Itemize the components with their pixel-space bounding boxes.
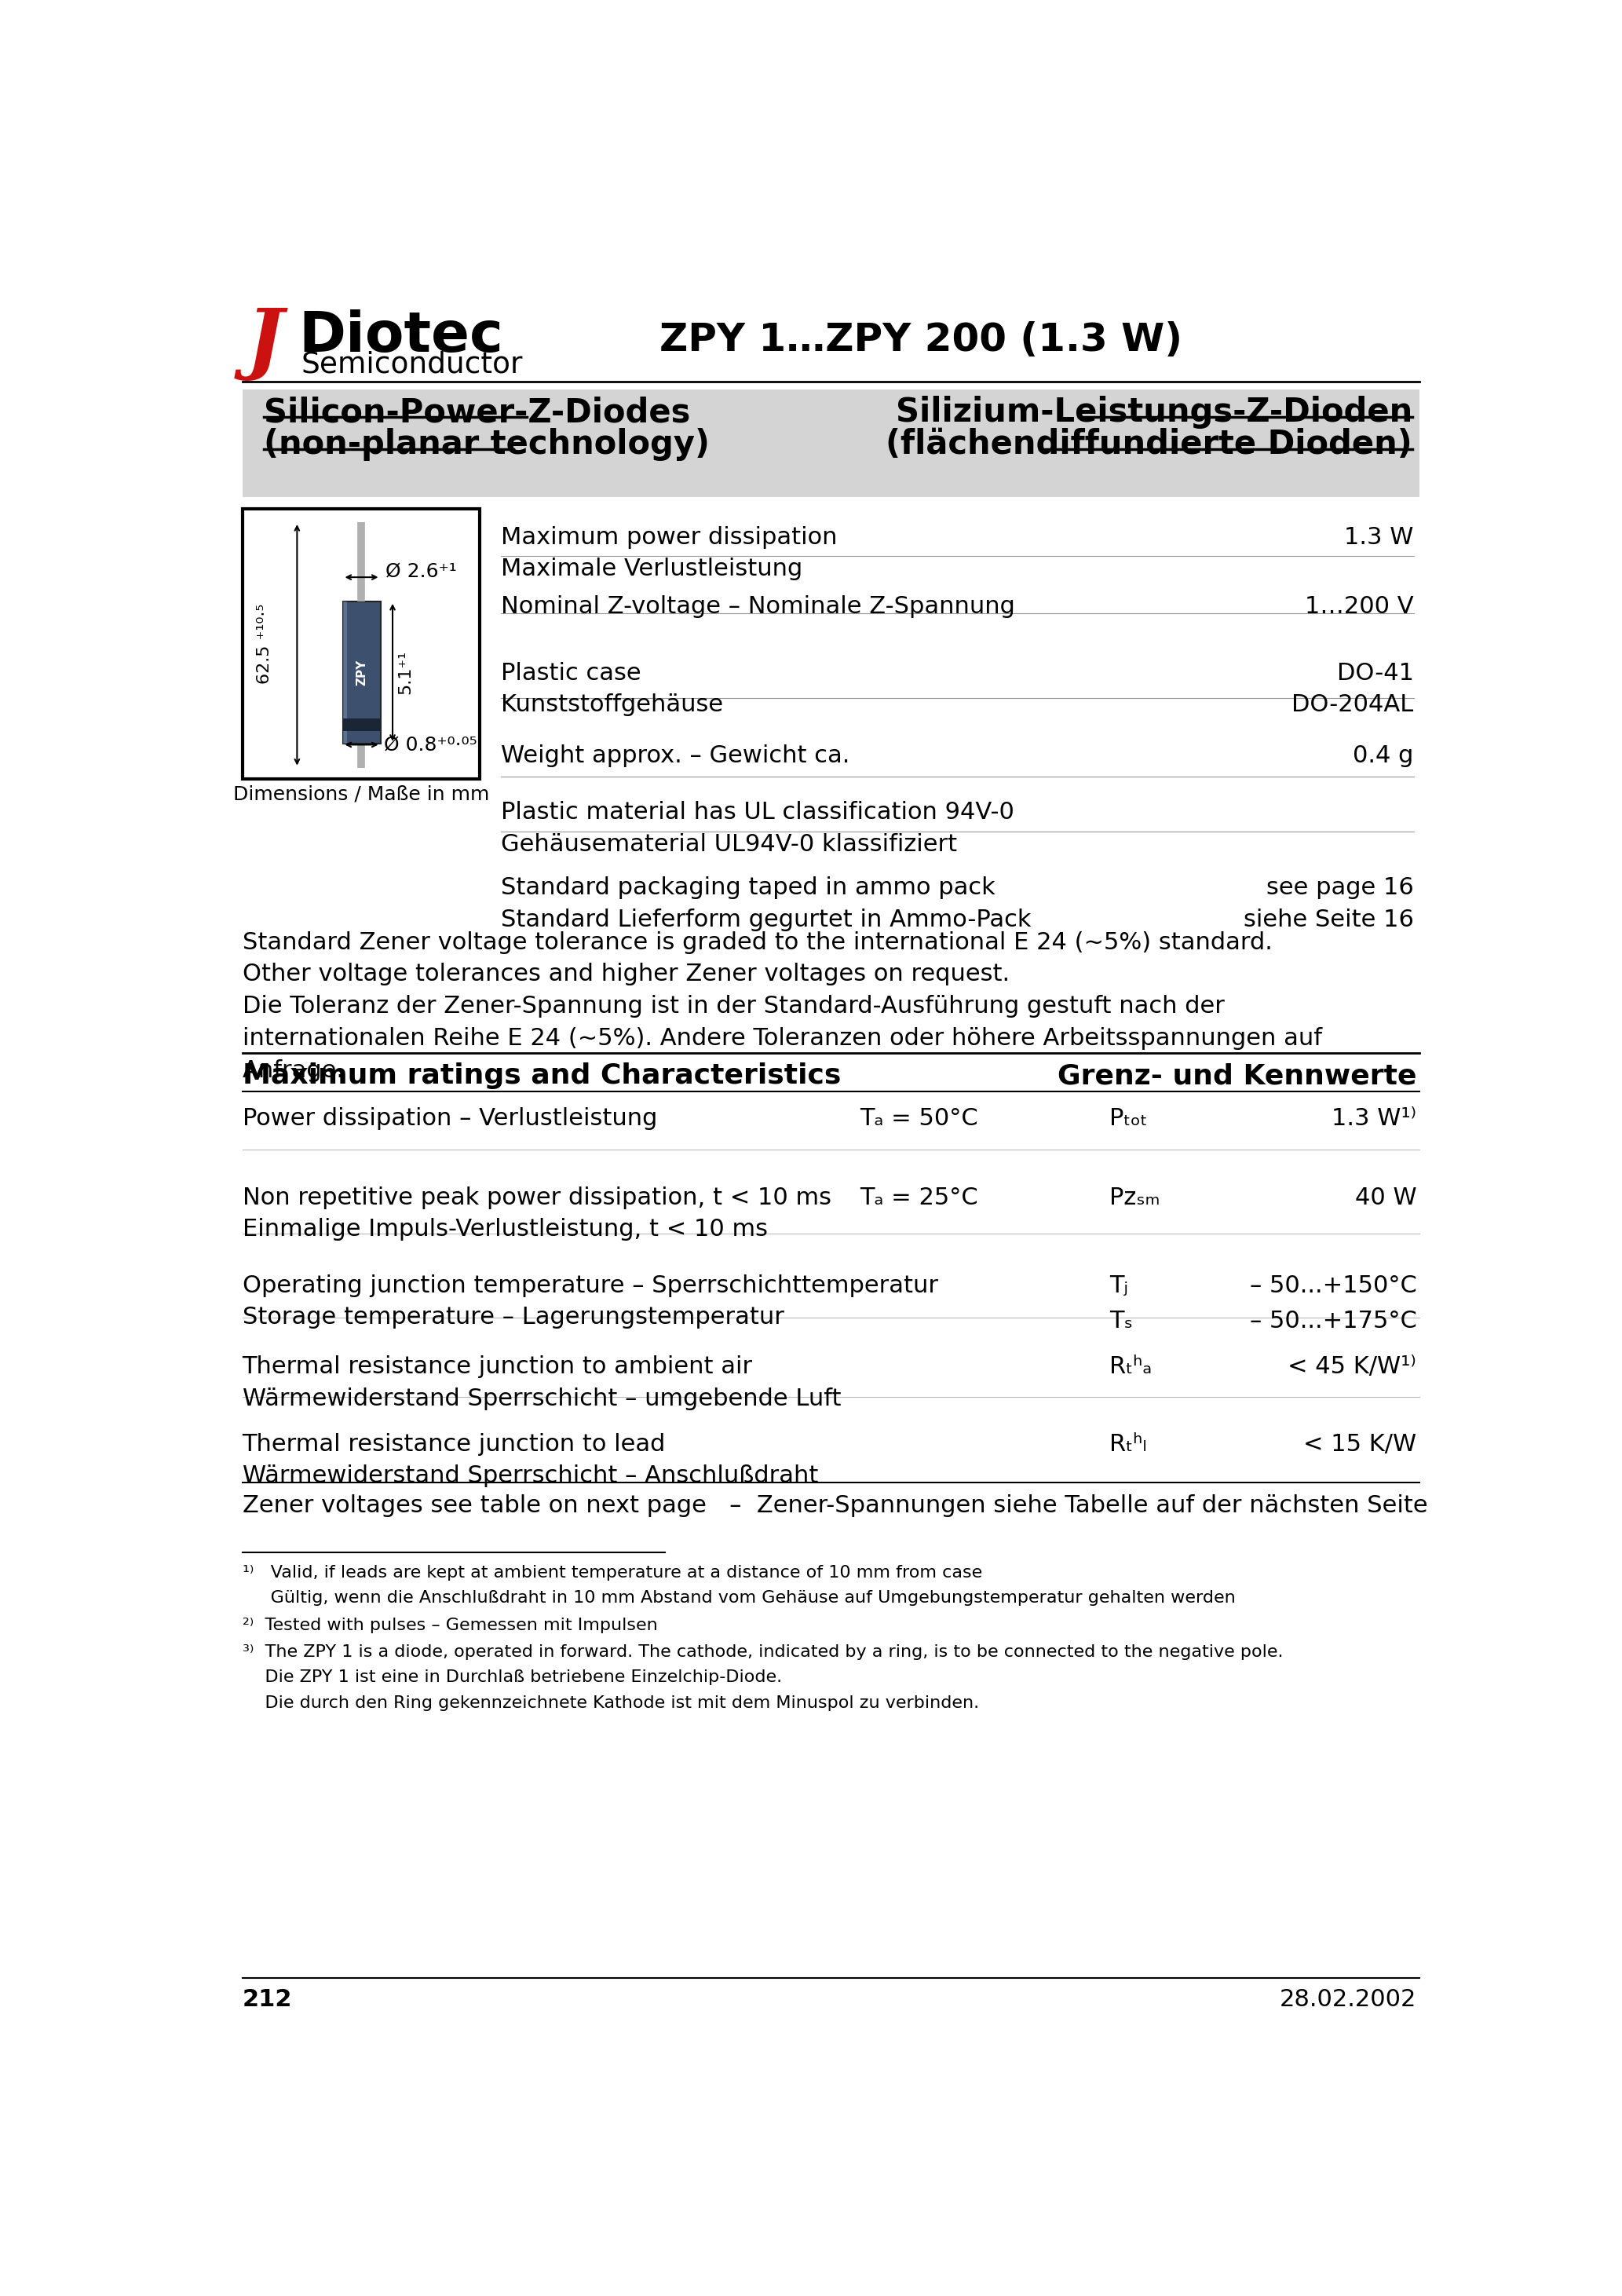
Text: Power dissipation – Verlustleistung: Power dissipation – Verlustleistung	[242, 1107, 657, 1130]
Bar	[342, 602, 347, 744]
Text: < 15 K/W: < 15 K/W	[1304, 1433, 1416, 1456]
Text: ²⁾  Tested with pulses – Gemessen mit Impulsen: ²⁾ Tested with pulses – Gemessen mit Imp…	[242, 1616, 657, 1632]
Text: Maximum power dissipation
Maximale Verlustleistung: Maximum power dissipation Maximale Verlu…	[501, 526, 837, 581]
Text: Tₐ = 50°C: Tₐ = 50°C	[860, 1107, 978, 1130]
Text: – 50...+150°C
– 50...+175°C: – 50...+150°C – 50...+175°C	[1249, 1274, 1416, 1332]
Text: Thermal resistance junction to lead
Wärmewiderstand Sperrschicht – Anschlußdraht: Thermal resistance junction to lead Wärm…	[242, 1433, 817, 1488]
Text: Nominal Z-voltage – Nominale Z-Spannung: Nominal Z-voltage – Nominale Z-Spannung	[501, 595, 1015, 618]
Text: Ø 2.6⁺¹: Ø 2.6⁺¹	[386, 563, 456, 581]
Bar	[242, 510, 480, 778]
Text: Grenz- und Kennwerte: Grenz- und Kennwerte	[1058, 1063, 1416, 1088]
Text: Standard packaging taped in ammo pack
Standard Lieferform gegurtet in Ammo-Pack: Standard packaging taped in ammo pack St…	[501, 877, 1032, 932]
Text: Pₜₒₜ: Pₜₒₜ	[1109, 1107, 1147, 1130]
Text: Maximum ratings and Characteristics: Maximum ratings and Characteristics	[242, 1063, 840, 1088]
Text: Thermal resistance junction to ambient air
Wärmewiderstand Sperrschicht – umgebe: Thermal resistance junction to ambient a…	[242, 1355, 840, 1410]
Text: Die durch den Ring gekennzeichnete Kathode ist mit dem Minuspol zu verbinden.: Die durch den Ring gekennzeichnete Katho…	[242, 1694, 978, 1711]
Text: 1.3 W: 1.3 W	[1345, 526, 1413, 549]
Text: Silizium-Leistungs-Z-Dioden: Silizium-Leistungs-Z-Dioden	[895, 395, 1413, 429]
Text: Pᴢₛₘ: Pᴢₛₘ	[1109, 1187, 1160, 1210]
Text: ³⁾  The ZPY 1 is a diode, operated in forward. The cathode, indicated by a ring,: ³⁾ The ZPY 1 is a diode, operated in for…	[242, 1644, 1283, 1660]
Text: Die ZPY 1 ist eine in Durchlaß betriebene Einzelchip-Diode.: Die ZPY 1 ist eine in Durchlaß betrieben…	[242, 1669, 782, 1685]
Text: Weight approx. – Gewicht ca.: Weight approx. – Gewicht ca.	[501, 744, 850, 767]
Text: see page 16
siehe Seite 16: see page 16 siehe Seite 16	[1244, 877, 1413, 932]
Text: (non-planar technology): (non-planar technology)	[264, 427, 709, 461]
Text: Diotec: Diotec	[298, 310, 504, 363]
Text: 1.3 W¹⁾: 1.3 W¹⁾	[1332, 1107, 1416, 1130]
Text: ¹⁾   Valid, if leads are kept at ambient temperature at a distance of 10 mm from: ¹⁾ Valid, if leads are kept at ambient t…	[242, 1564, 981, 1580]
Text: 1…200 V: 1…200 V	[1304, 595, 1413, 618]
Text: DO-41
DO-204AL: DO-41 DO-204AL	[1291, 661, 1413, 716]
Text: Plastic material has UL classification 94V-0
Gehäusematerial UL94V-0 klassifizie: Plastic material has UL classification 9…	[501, 801, 1014, 856]
Text: 62.5 ⁺¹⁰⋅⁵: 62.5 ⁺¹⁰⋅⁵	[256, 604, 272, 684]
Text: Semiconductor: Semiconductor	[302, 351, 524, 379]
Text: Die Toleranz der Zener-Spannung ist in der Standard-Ausführung gestuft nach der: Die Toleranz der Zener-Spannung ist in d…	[242, 994, 1225, 1017]
Text: Anfrage.: Anfrage.	[242, 1058, 344, 1081]
Bar	[342, 719, 381, 732]
Text: Non repetitive peak power dissipation, t < 10 ms
Einmalige Impuls-Verlustleistun: Non repetitive peak power dissipation, t…	[242, 1187, 830, 1240]
Text: 5.1⁺¹: 5.1⁺¹	[397, 650, 414, 693]
Text: 0.4 g: 0.4 g	[1353, 744, 1413, 767]
Text: Plastic case
Kunststoffgehäuse: Plastic case Kunststoffgehäuse	[501, 661, 723, 716]
Text: Rₜʰₐ: Rₜʰₐ	[1109, 1355, 1152, 1378]
Text: Operating junction temperature – Sperrschichttemperatur
Storage temperature – La: Operating junction temperature – Sperrsc…	[242, 1274, 938, 1329]
Text: Rₜʰₗ: Rₜʰₗ	[1109, 1433, 1147, 1456]
Text: Tⱼ
Tₛ: Tⱼ Tₛ	[1109, 1274, 1132, 1332]
Text: J: J	[247, 305, 284, 381]
Text: Other voltage tolerances and higher Zener voltages on request.: Other voltage tolerances and higher Zene…	[242, 962, 1009, 985]
Text: Tₐ = 25°C: Tₐ = 25°C	[860, 1187, 978, 1210]
Text: internationalen Reihe E 24 (~5%). Andere Toleranzen oder höhere Arbeitsspannunge: internationalen Reihe E 24 (~5%). Andere…	[242, 1026, 1322, 1049]
Text: ZPY 1…ZPY 200 (1.3 W): ZPY 1…ZPY 200 (1.3 W)	[659, 321, 1182, 358]
Text: 28.02.2002: 28.02.2002	[1280, 1988, 1416, 2011]
Text: 212: 212	[242, 1988, 292, 2011]
Text: Standard Zener voltage tolerance is graded to the international E 24 (~5%) stand: Standard Zener voltage tolerance is grad…	[242, 930, 1272, 953]
Bar	[242, 390, 1419, 496]
Text: Gültig, wenn die Anschlußdraht in 10 mm Abstand vom Gehäuse auf Umgebungstempera: Gültig, wenn die Anschlußdraht in 10 mm …	[242, 1589, 1236, 1605]
Text: (flächendiffundierte Dioden): (flächendiffundierte Dioden)	[886, 427, 1413, 461]
Text: Silicon-Power-Z-Diodes: Silicon-Power-Z-Diodes	[264, 395, 691, 429]
Text: 40 W: 40 W	[1354, 1187, 1416, 1210]
Text: ZPY: ZPY	[355, 659, 368, 687]
Text: < 45 K/W¹⁾: < 45 K/W¹⁾	[1288, 1355, 1416, 1378]
Bar	[342, 602, 381, 744]
Text: Dimensions / Maße in mm: Dimensions / Maße in mm	[234, 785, 490, 804]
Text: Zener voltages see table on next page   –  Zener-Spannungen siehe Tabelle auf de: Zener voltages see table on next page – …	[242, 1495, 1427, 1518]
Text: Ø 0.8⁺⁰⋅⁰⁵: Ø 0.8⁺⁰⋅⁰⁵	[384, 735, 477, 753]
